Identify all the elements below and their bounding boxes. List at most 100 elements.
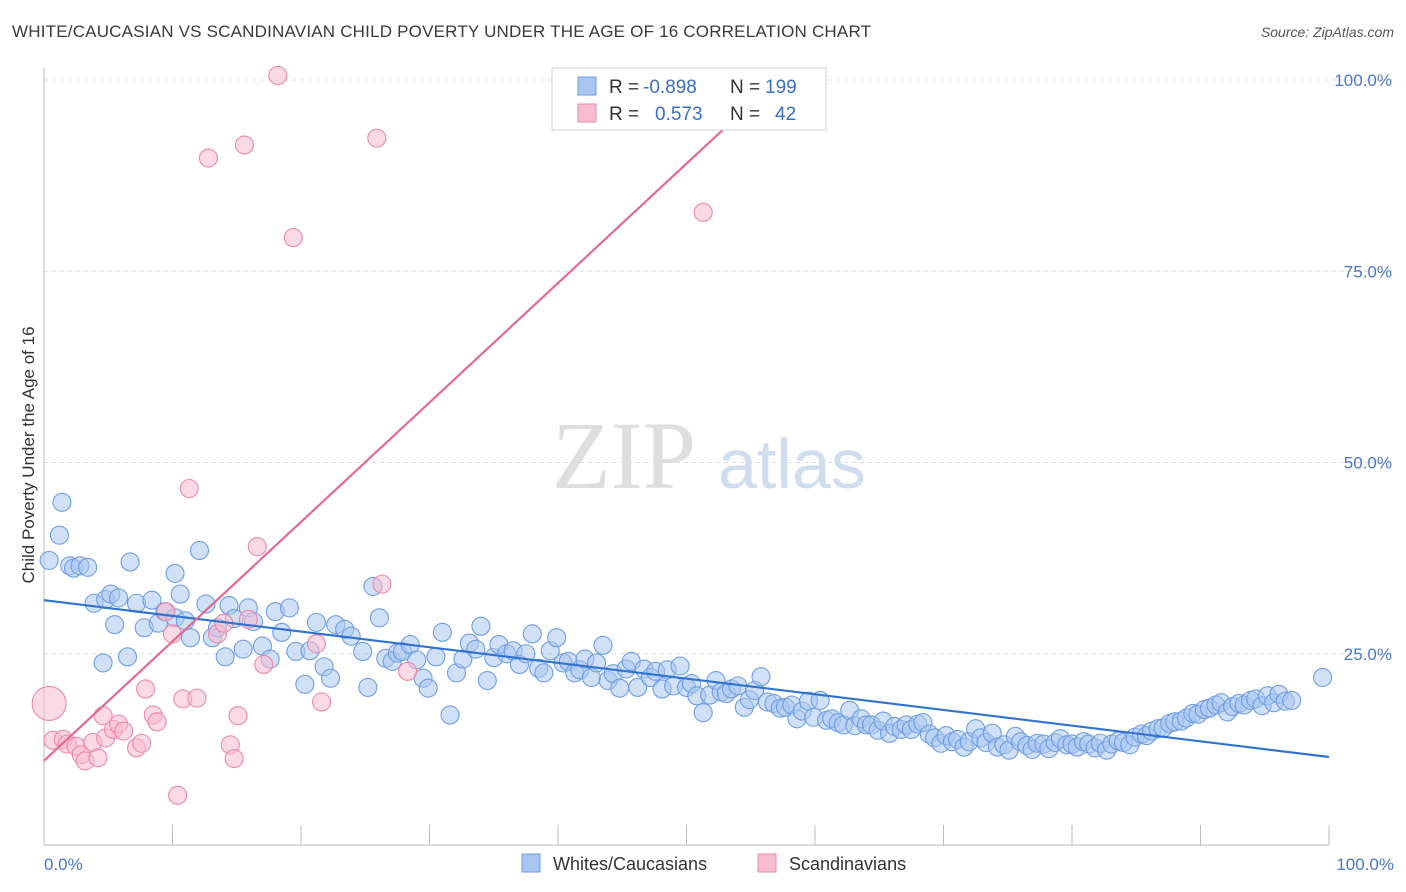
whites-point [93,653,113,673]
trend-line-whites [43,599,1330,759]
scandinavians-point [156,602,176,622]
whites-point [670,656,690,676]
legend-n-value-whites: 199 [765,77,797,98]
whites-point [108,588,129,608]
whites-point [610,678,630,698]
whites-point [432,622,452,642]
whites-point [279,598,299,618]
whites-point [440,705,460,725]
scandinavians-point [367,128,387,148]
whites-point [547,628,567,648]
watermark-atlas: atlas [718,425,866,503]
trend-lines [43,79,1330,762]
scandinavians-point [88,748,108,768]
whites-point [189,540,210,561]
whites-point [306,612,326,632]
whites-point [180,628,201,648]
whites-point [196,594,216,614]
whites-point [471,616,491,636]
bottom-legend-label-whites: Whites/Caucasians [553,854,707,874]
whites-point [369,608,389,628]
source-label: Source: ZipAtlas.com [1260,24,1394,40]
whites-point [693,703,713,723]
scandinavians-point [247,537,267,557]
scandinavians-point [228,706,248,726]
legend-swatch-whites [577,76,597,96]
scandinavians-point [254,654,274,675]
scandinavians-point [179,478,199,499]
scandinavians-point [268,65,288,85]
scandinavians-point [693,202,713,222]
scandinavians-point [135,679,156,699]
whites-point [1282,690,1302,710]
scandinavians-point [132,733,152,753]
watermark-zip: ZIP [552,402,696,509]
whites-point [126,593,147,613]
whites-point [426,647,446,667]
whites-point [39,550,59,570]
y-tick-label: 75.0% [1344,262,1392,281]
whites-point [593,635,613,655]
legend-r-value-scandinavians: 0.573 [655,104,703,125]
bottom-legend-label-scandinavians: Scandinavians [789,854,906,874]
series-whites-points [39,492,1333,760]
whites-point [78,557,98,577]
whites-point [170,584,190,604]
y-tick-label: 100.0% [1334,71,1392,90]
whites-point [358,677,378,697]
legend-n-value-scandinavians: 42 [775,104,796,125]
whites-point [165,563,185,583]
scandinavians-point [31,685,67,722]
whites-point [534,663,554,683]
legend-r-label-scandinavians: R = [609,104,639,125]
trend-line-scandinavians [43,79,778,762]
whites-point [628,677,648,697]
scandinavians-point [224,749,244,769]
y-tick-label: 25.0% [1344,645,1392,664]
y-tick-labels: 25.0% 50.0% 75.0% 100.0% [1334,71,1392,664]
whites-point [215,647,235,667]
bottom-legend-swatch-scandinavians [757,853,777,873]
scandinavians-point [283,228,303,248]
chart-title: WHITE/CAUCASIAN VS SCANDINAVIAN CHILD PO… [12,22,872,41]
whites-point [49,525,69,545]
whites-point [295,674,315,694]
bottom-legend: Whites/Caucasians Scandinavians [521,853,906,874]
scandinavians-point [168,785,188,805]
scandinavians-point [306,634,326,654]
whites-point [105,615,125,635]
series-scandinavians-points [31,65,713,805]
scandinavians-point [187,688,207,708]
y-axis-label: Child Poverty Under the Age of 16 [19,326,38,583]
scandinavians-point [147,712,167,732]
scandinavians-point [234,135,255,155]
scandinavians-point [114,721,134,741]
whites-point [120,552,140,572]
watermark: ZIP atlas [552,402,866,509]
legend-n-label-whites: N = [730,77,760,98]
whites-point [466,639,486,659]
whites-point [52,492,72,512]
whites-point [751,667,771,687]
whites-point [117,647,138,667]
x-tick-label-max: 100.0% [1336,855,1394,874]
legend-r-value-whites: -0.898 [643,77,697,98]
scandinavians-point [198,148,219,168]
whites-point [353,641,373,662]
scandinavians-point [372,574,392,594]
legend-n-label-scandinavians: N = [730,104,760,125]
whites-point [142,590,162,610]
bottom-legend-swatch-whites [521,853,541,873]
grid-lines [44,79,1392,655]
whites-point [233,639,253,659]
x-tick-label-min: 0.0% [44,855,83,874]
scandinavians-point [312,692,332,712]
y-tick-label: 50.0% [1344,454,1392,473]
whites-point [418,678,438,698]
legend-r-label-whites: R = [609,77,639,98]
legend-box: R = -0.898 N = 199 R = 0.573 N = 42 [551,67,827,131]
legend-swatch-scandinavians [577,103,597,123]
whites-point [522,624,542,644]
whites-point [1313,667,1333,688]
